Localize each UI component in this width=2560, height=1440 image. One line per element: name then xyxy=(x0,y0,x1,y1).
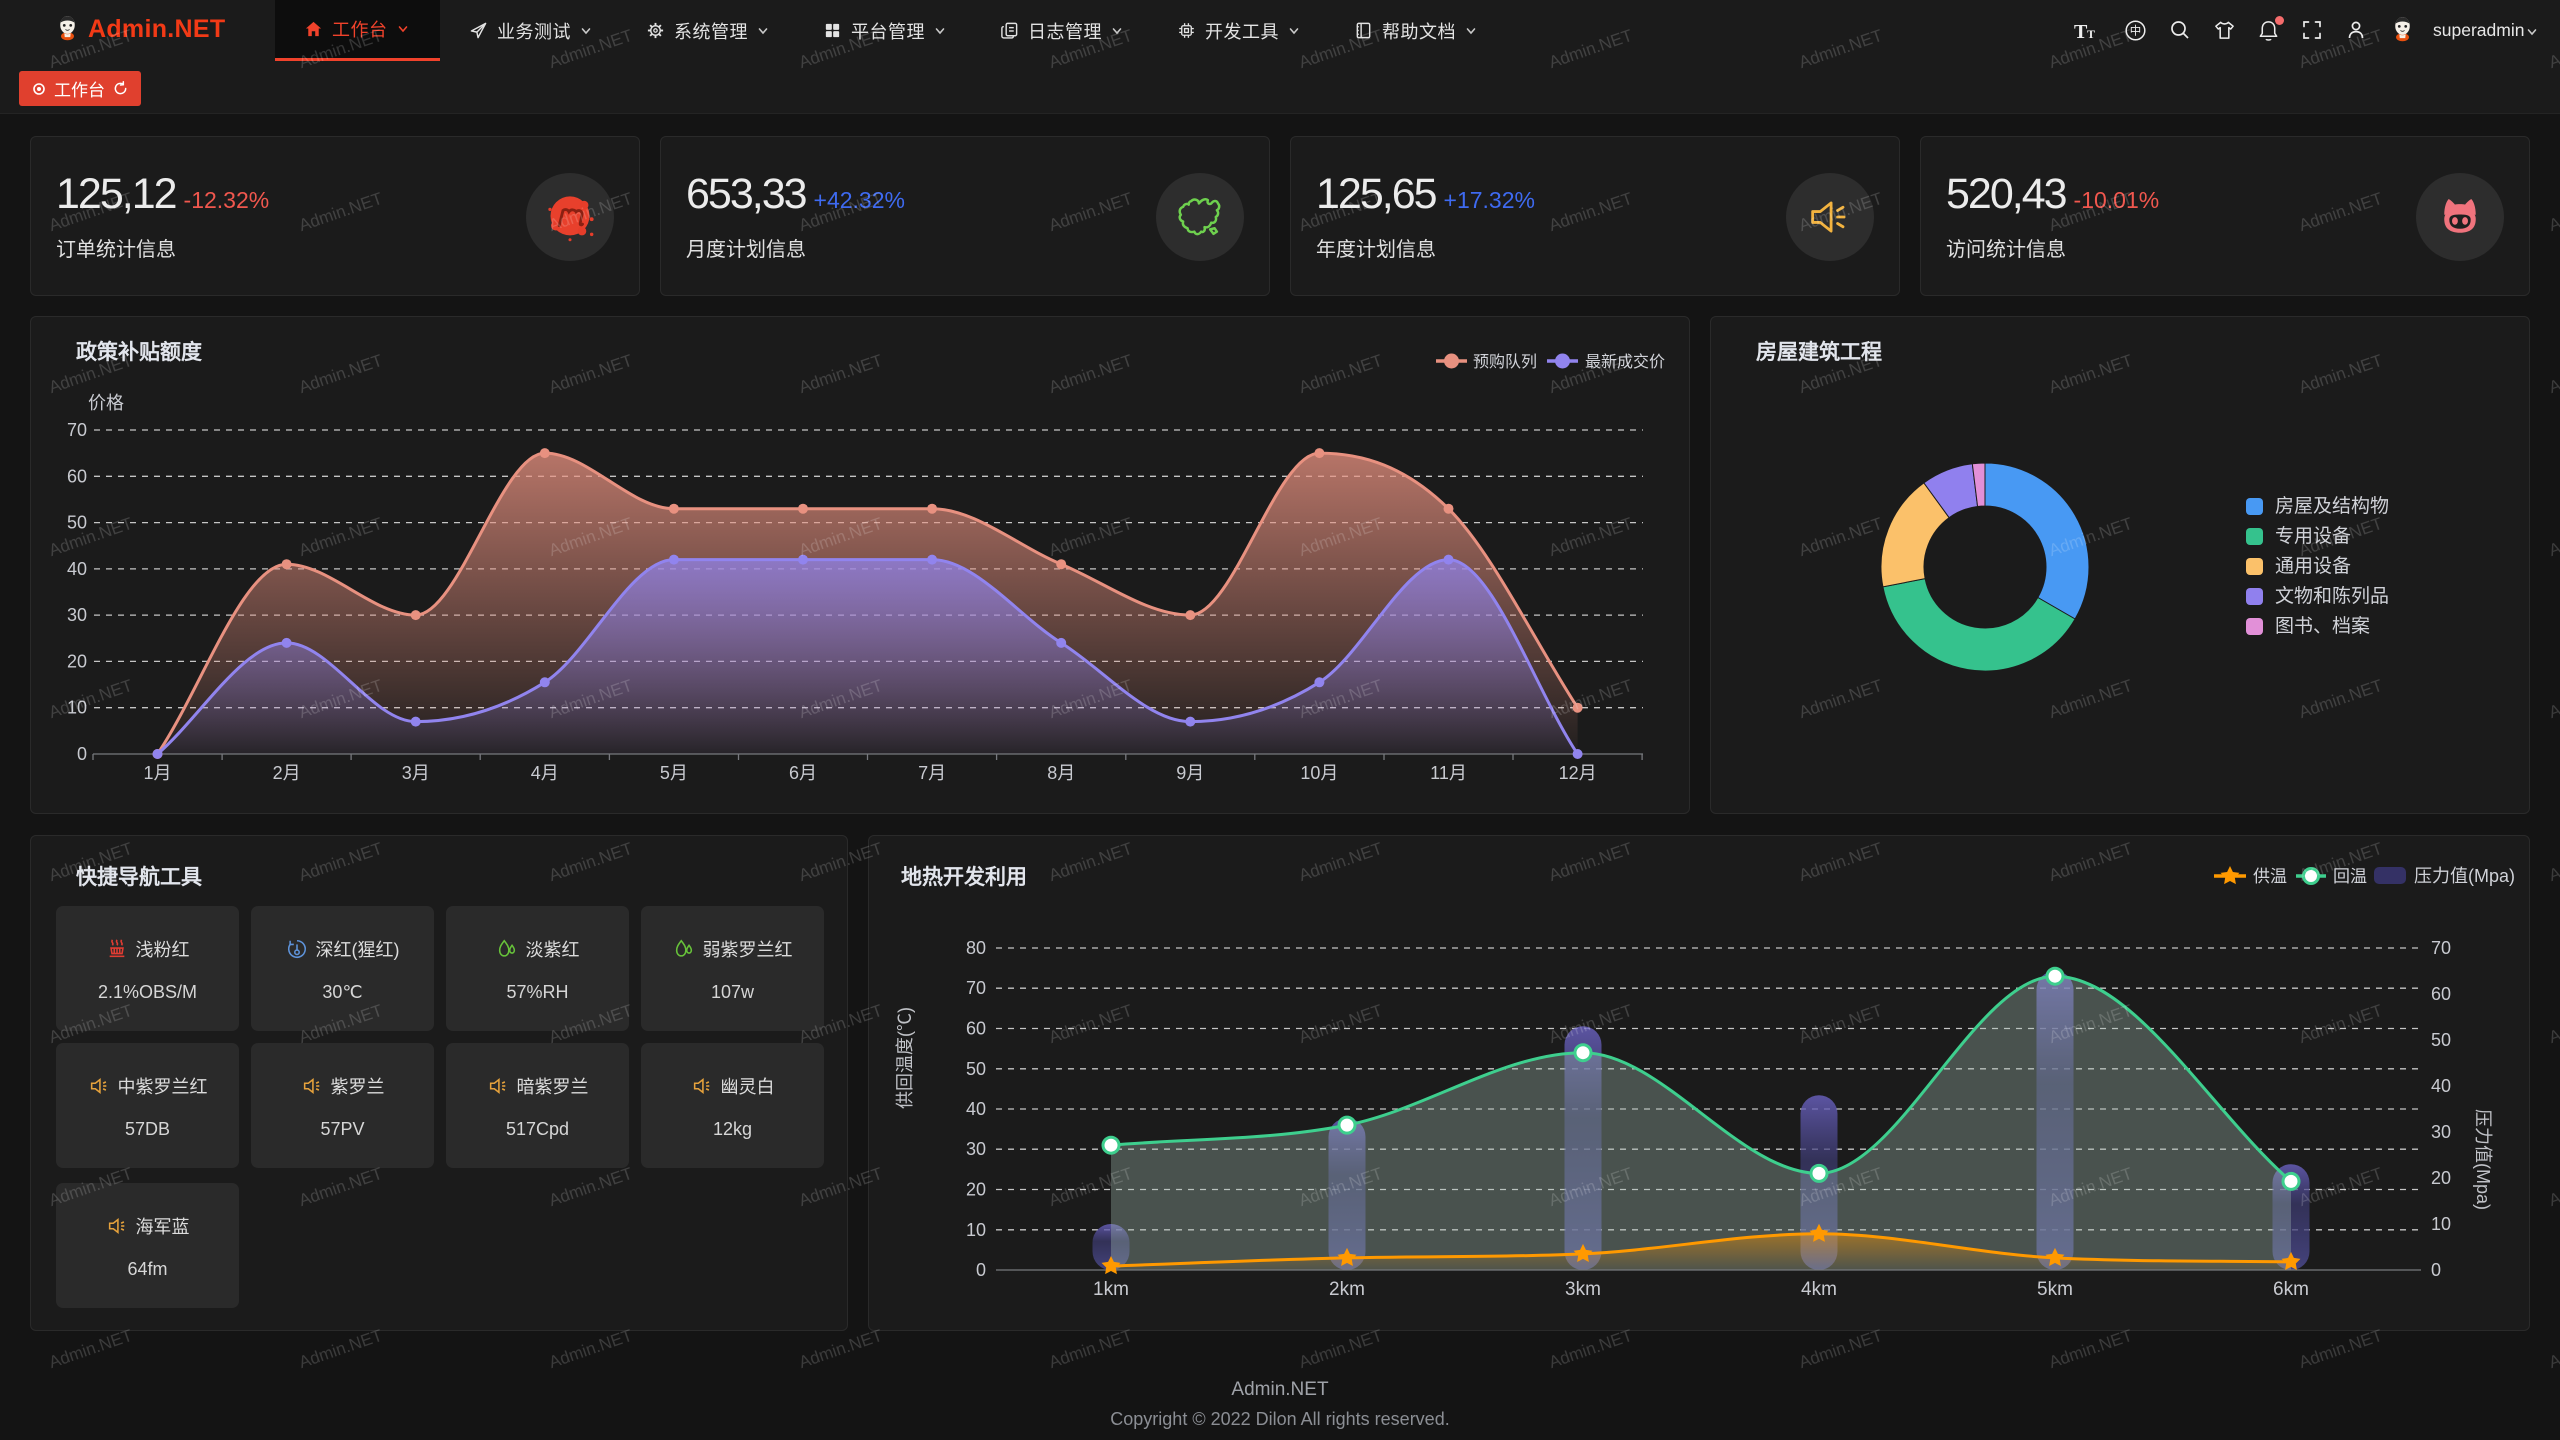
svg-text:3月: 3月 xyxy=(402,763,430,783)
svg-text:压力值(Mpa): 压力值(Mpa) xyxy=(2473,1109,2493,1210)
svg-text:0: 0 xyxy=(2431,1260,2441,1280)
svg-text:政策补贴额度: 政策补贴额度 xyxy=(76,340,202,364)
svg-text:10月: 10月 xyxy=(1300,763,1338,783)
svg-text:压力值(Mpa): 压力值(Mpa) xyxy=(2414,866,2515,886)
svg-text:60: 60 xyxy=(2431,984,2451,1004)
svg-text:文物和陈列品: 文物和陈列品 xyxy=(2275,585,2389,607)
svg-text:5月: 5月 xyxy=(660,763,688,783)
svg-text:8月: 8月 xyxy=(1047,763,1075,783)
svg-text:12月: 12月 xyxy=(1559,763,1597,783)
svg-text:房屋建筑工程: 房屋建筑工程 xyxy=(1756,340,1882,364)
svg-text:30: 30 xyxy=(966,1139,986,1159)
svg-text:0: 0 xyxy=(976,1260,986,1280)
svg-text:7月: 7月 xyxy=(918,763,946,783)
svg-text:30: 30 xyxy=(67,605,87,625)
svg-text:10: 10 xyxy=(67,698,87,718)
svg-text:0: 0 xyxy=(77,744,87,764)
svg-text:通用设备: 通用设备 xyxy=(2275,555,2351,577)
svg-text:70: 70 xyxy=(67,420,87,440)
svg-text:10: 10 xyxy=(2431,1214,2451,1234)
svg-text:供回温度(℃): 供回温度(℃) xyxy=(895,1007,915,1109)
svg-text:11月: 11月 xyxy=(1430,763,1467,783)
svg-text:40: 40 xyxy=(2431,1076,2451,1096)
svg-text:20: 20 xyxy=(2431,1168,2451,1188)
svg-text:最新成交价: 最新成交价 xyxy=(1585,353,1665,371)
svg-text:70: 70 xyxy=(2431,938,2451,958)
svg-text:中: 中 xyxy=(2130,25,2142,38)
svg-text:专用设备: 专用设备 xyxy=(2275,525,2351,547)
svg-text:80: 80 xyxy=(966,938,986,958)
svg-text:20: 20 xyxy=(67,651,87,671)
svg-text:T: T xyxy=(2087,27,2095,41)
svg-text:图书、档案: 图书、档案 xyxy=(2275,615,2370,637)
svg-text:10: 10 xyxy=(966,1220,986,1240)
svg-text:快捷导航工具: 快捷导航工具 xyxy=(76,865,202,889)
svg-text:4km: 4km xyxy=(1801,1279,1837,1300)
svg-text:地热开发利用: 地热开发利用 xyxy=(901,865,1027,889)
svg-text:6km: 6km xyxy=(2273,1279,2309,1300)
svg-text:3km: 3km xyxy=(1565,1279,1601,1300)
svg-text:50: 50 xyxy=(2431,1030,2451,1050)
svg-text:T: T xyxy=(2074,21,2088,43)
svg-text:2km: 2km xyxy=(1329,1279,1365,1300)
svg-text:30: 30 xyxy=(2431,1122,2451,1142)
svg-text:60: 60 xyxy=(67,466,87,486)
svg-text:1月: 1月 xyxy=(143,763,171,783)
svg-text:50: 50 xyxy=(67,513,87,533)
svg-text:供温: 供温 xyxy=(2253,867,2287,886)
svg-text:70: 70 xyxy=(966,978,986,998)
svg-text:4月: 4月 xyxy=(531,763,559,783)
svg-text:6月: 6月 xyxy=(789,763,817,783)
svg-text:价格: 价格 xyxy=(88,393,124,413)
svg-text:1km: 1km xyxy=(1093,1279,1129,1300)
svg-text:5km: 5km xyxy=(2037,1279,2073,1300)
svg-text:房屋及结构物: 房屋及结构物 xyxy=(2275,495,2389,517)
svg-text:预购队列: 预购队列 xyxy=(1473,353,1537,371)
svg-text:50: 50 xyxy=(966,1059,986,1079)
svg-text:回温: 回温 xyxy=(2333,867,2367,886)
svg-text:60: 60 xyxy=(966,1019,986,1039)
svg-text:40: 40 xyxy=(67,559,87,579)
svg-text:40: 40 xyxy=(966,1099,986,1119)
svg-text:20: 20 xyxy=(966,1180,986,1200)
svg-text:2月: 2月 xyxy=(273,763,301,783)
svg-text:9月: 9月 xyxy=(1176,763,1204,783)
